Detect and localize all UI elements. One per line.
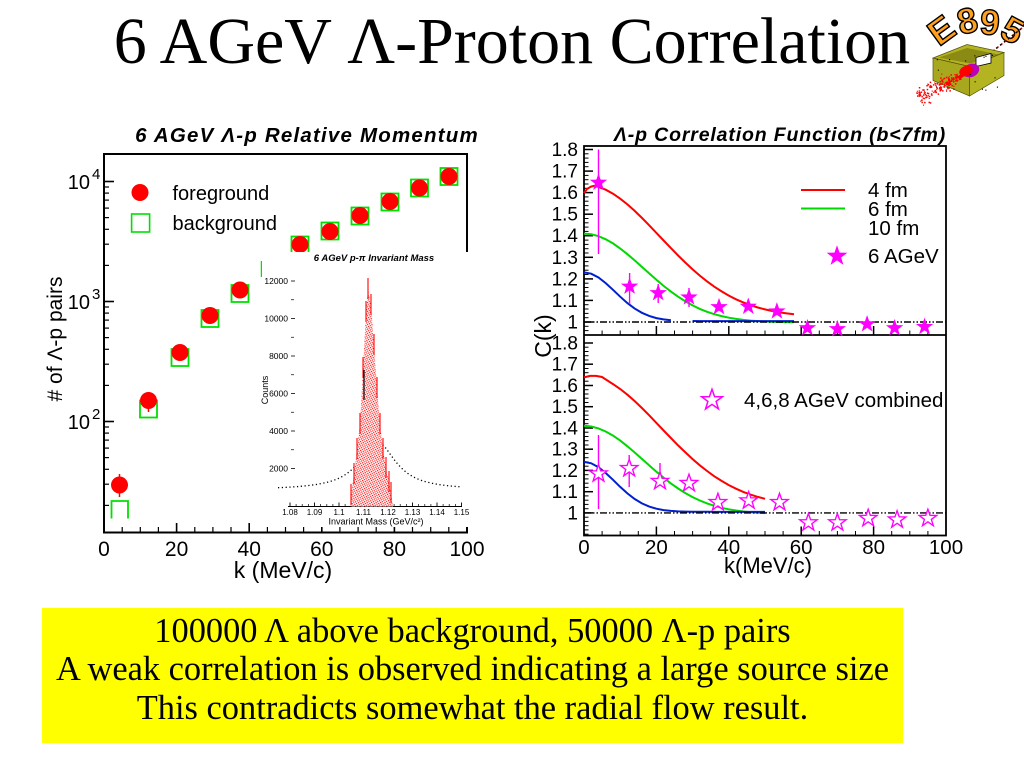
svg-text:0: 0: [98, 538, 110, 561]
svg-text:1.1: 1.1: [552, 482, 578, 503]
svg-text:1.6: 1.6: [552, 376, 578, 397]
svg-text:Λ-p Correlation Function (b<7f: Λ-p Correlation Function (b<7fm): [613, 124, 946, 146]
svg-text:40: 40: [717, 536, 740, 559]
svg-text:1.2: 1.2: [552, 269, 578, 290]
svg-text:1: 1: [567, 313, 578, 334]
svg-text:1.09: 1.09: [307, 508, 323, 517]
svg-text:20: 20: [165, 538, 188, 561]
svg-text:2: 2: [92, 406, 100, 423]
svg-text:20: 20: [645, 536, 668, 559]
svg-text:6 fm: 6 fm: [868, 198, 908, 221]
svg-text:1.1: 1.1: [333, 508, 345, 517]
svg-text:C(k): C(k): [530, 314, 556, 357]
svg-text:4,6,8 AGeV combined: 4,6,8 AGeV combined: [744, 389, 943, 412]
svg-text:1.7: 1.7: [552, 355, 578, 376]
svg-text:3: 3: [92, 286, 100, 303]
svg-text:1.15: 1.15: [454, 508, 470, 517]
svg-text:10: 10: [68, 292, 90, 314]
svg-text:6 AGeV p-π Invariant Mass: 6 AGeV p-π Invariant Mass: [314, 253, 434, 264]
svg-text:1.08: 1.08: [282, 508, 298, 517]
svg-text:Counts: Counts: [260, 375, 270, 404]
svg-text:4000: 4000: [269, 426, 288, 436]
svg-text:12000: 12000: [264, 276, 288, 286]
svg-text:1.6: 1.6: [552, 183, 578, 204]
svg-text:100: 100: [929, 536, 963, 559]
svg-text:6000: 6000: [269, 389, 288, 399]
svg-text:8000: 8000: [269, 351, 288, 361]
svg-text:foreground: foreground: [173, 183, 270, 205]
svg-text:10: 10: [68, 172, 90, 194]
svg-text:60: 60: [310, 538, 333, 561]
svg-text:1.12: 1.12: [380, 508, 396, 517]
svg-text:60: 60: [790, 536, 813, 559]
svg-text:1.14: 1.14: [429, 508, 445, 517]
svg-text:10: 10: [68, 412, 90, 434]
svg-text:1.13: 1.13: [405, 508, 421, 517]
svg-text:1.8: 1.8: [552, 140, 578, 161]
svg-text:100: 100: [449, 538, 484, 561]
svg-text:4 fm: 4 fm: [868, 179, 908, 202]
svg-text:1.5: 1.5: [552, 397, 578, 418]
svg-text:1.5: 1.5: [552, 205, 578, 226]
svg-text:2000: 2000: [269, 464, 288, 474]
svg-text:10 fm: 10 fm: [868, 217, 919, 240]
svg-text:4: 4: [92, 166, 100, 183]
svg-text:k (MeV/c): k (MeV/c): [234, 557, 332, 583]
svg-text:1.3: 1.3: [552, 248, 578, 269]
svg-text:80: 80: [383, 538, 406, 561]
svg-text:1.3: 1.3: [552, 440, 578, 461]
svg-text:40: 40: [238, 538, 261, 561]
svg-text:1.8: 1.8: [552, 334, 578, 355]
svg-text:6 AGeV Λ-p Relative Momentum: 6 AGeV Λ-p Relative Momentum: [135, 124, 479, 147]
svg-text:10000: 10000: [264, 314, 288, 324]
svg-text:80: 80: [862, 536, 885, 559]
svg-text:1.11: 1.11: [356, 508, 372, 517]
svg-text:1.1: 1.1: [552, 291, 578, 312]
svg-text:1.4: 1.4: [552, 419, 579, 440]
svg-text:k(MeV/c): k(MeV/c): [724, 553, 812, 578]
svg-text:0: 0: [578, 536, 589, 559]
svg-text:6 AGeV: 6 AGeV: [868, 245, 939, 268]
svg-text:1.2: 1.2: [552, 461, 578, 482]
svg-text:1: 1: [567, 503, 578, 524]
svg-text:Invariant Mass (GeV/c²): Invariant Mass (GeV/c²): [328, 517, 423, 527]
svg-text:1.4: 1.4: [552, 226, 579, 247]
svg-text:9: 9: [978, 2, 1001, 44]
svg-text:# of Λ-p pairs: # of Λ-p pairs: [44, 277, 67, 402]
svg-text:background: background: [173, 213, 278, 235]
svg-text:1.7: 1.7: [552, 162, 578, 183]
